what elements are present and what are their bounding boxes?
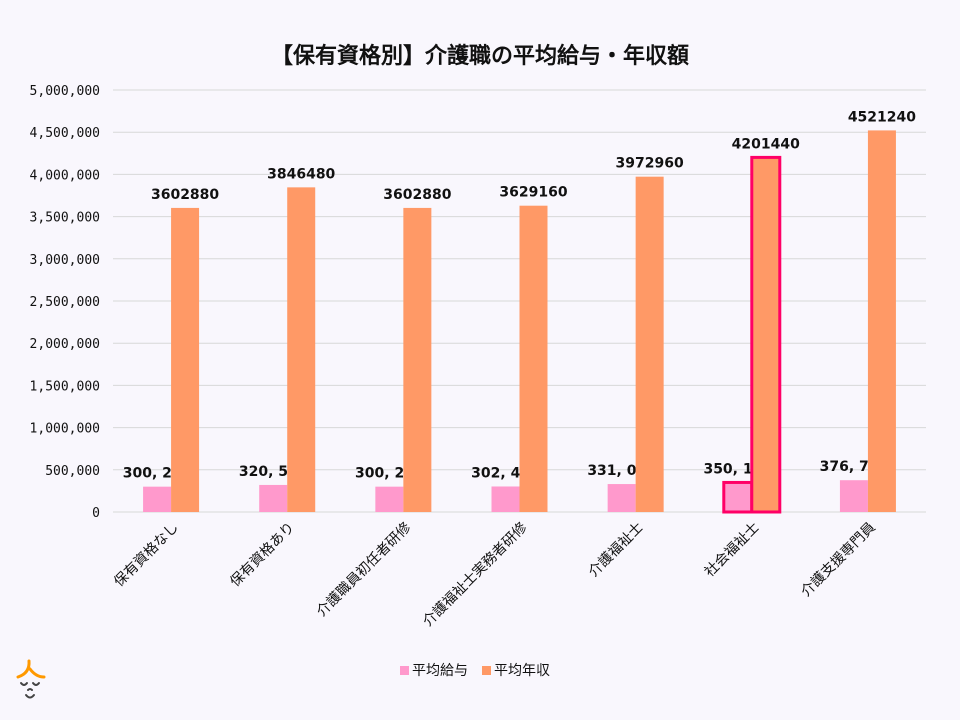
y-tick-label: 4,000,000 — [30, 168, 100, 183]
bar-salary — [491, 486, 520, 512]
y-tick-label: 2,000,000 — [30, 337, 100, 352]
y-tick-label: 2,500,000 — [30, 295, 100, 310]
data-label: 4521240 — [848, 109, 916, 125]
data-label: 3629160 — [499, 185, 567, 201]
bar-salary — [607, 484, 636, 512]
y-tick-label: 4,500,000 — [30, 126, 100, 141]
x-tick-label: 介護福祉士 — [586, 520, 647, 581]
bar-income — [171, 207, 200, 512]
legend-swatch-salary — [400, 666, 409, 675]
data-label: 3846480 — [267, 166, 335, 182]
data-label: 3972960 — [616, 156, 684, 172]
bar-income — [519, 205, 548, 512]
y-tick-label: 1,000,000 — [30, 422, 100, 437]
bar-income — [287, 187, 316, 512]
bar-income — [750, 155, 782, 514]
bar-income — [635, 176, 664, 512]
data-label: 3602880 — [151, 187, 219, 203]
legend-label-salary: 平均給与 — [412, 663, 468, 679]
legend-swatch-income — [482, 666, 491, 675]
x-tick-label: 介護職員初任者研修 — [313, 519, 414, 620]
x-tick-label: 介護福祉士実務者研修 — [420, 520, 530, 630]
chart-title: 【保有資格別】介護職の平均給与・年収額 — [270, 44, 689, 69]
x-tick-label: 保有資格なし — [111, 520, 182, 591]
y-tick-label: 3,000,000 — [30, 253, 100, 268]
bar-salary — [259, 484, 288, 512]
legend: 平均給与 平均年収 — [400, 660, 550, 680]
bar-salary — [375, 486, 404, 512]
data-label: 4201440 — [732, 136, 800, 152]
bar-salary — [143, 486, 172, 512]
legend-item-income: 平均年収 — [482, 660, 550, 680]
legend-label-income: 平均年収 — [494, 663, 550, 679]
y-tick-label: 500,000 — [45, 464, 100, 479]
data-label: 3602880 — [383, 187, 451, 203]
y-tick-label: 5,000,000 — [30, 84, 100, 99]
bar-income — [403, 207, 432, 512]
bar-income — [867, 130, 896, 512]
logo-face-icon — [16, 659, 46, 699]
bar-salary — [839, 480, 868, 512]
bar-salary — [722, 480, 754, 514]
y-tick-label: 1,500,000 — [30, 379, 100, 394]
y-tick-label: 3,500,000 — [30, 211, 100, 226]
x-tick-label: 保有資格あり — [227, 520, 298, 591]
x-tick-label: 社会福祉士 — [702, 520, 763, 581]
x-tick-label: 介護支援専門員 — [798, 520, 879, 601]
legend-item-salary: 平均給与 — [400, 660, 468, 680]
y-tick-label: 0 — [92, 506, 100, 521]
